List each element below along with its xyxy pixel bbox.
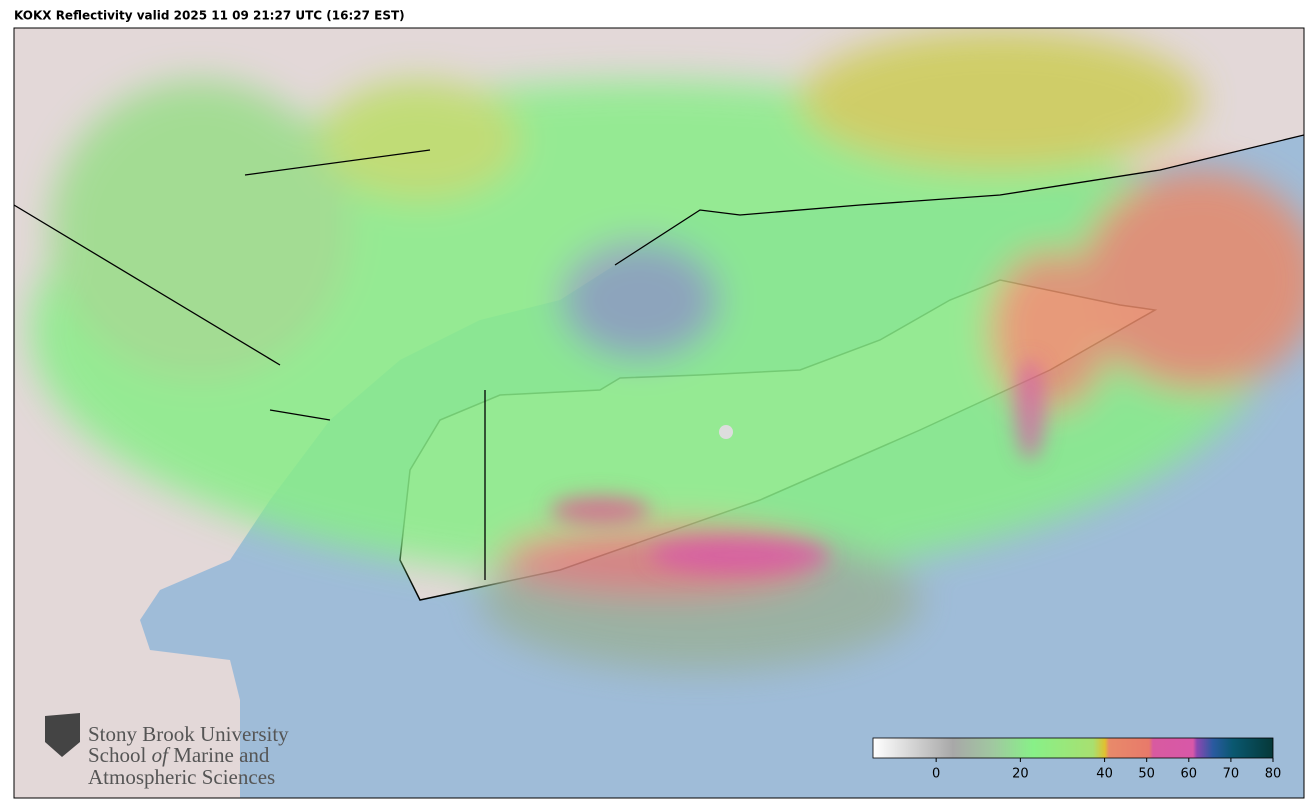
colorbar-tick-label: 80 xyxy=(1265,767,1282,782)
colorbar-tick-label: 20 xyxy=(1012,767,1029,782)
frame xyxy=(13,27,1305,799)
radar-echoes xyxy=(30,30,1304,670)
logo-line: Stony Brook University xyxy=(88,722,289,746)
colorbar-tick-label: 0 xyxy=(932,767,940,782)
logo-word: of xyxy=(152,743,172,767)
map-area xyxy=(14,28,1304,798)
logo-line: Atmospheric Sciences xyxy=(88,765,275,789)
colorbar-tick-label: 60 xyxy=(1181,767,1198,782)
colorbar-tick-label: 70 xyxy=(1223,767,1240,782)
logo-line: School of Marine and xyxy=(88,743,270,767)
title: KOKX Reflectivity valid 2025 11 09 21:27… xyxy=(14,9,405,23)
boundaries xyxy=(14,134,1304,580)
radar-cores xyxy=(550,360,1045,573)
radar-site xyxy=(719,425,733,439)
logo-word: School xyxy=(88,743,147,767)
colorbar xyxy=(872,737,1274,759)
colorbar-tick-label: 40 xyxy=(1096,767,1113,782)
logo-word: Marine and xyxy=(173,743,270,767)
logo-shield xyxy=(45,713,80,757)
colorbar-tick-label: 50 xyxy=(1138,767,1155,782)
